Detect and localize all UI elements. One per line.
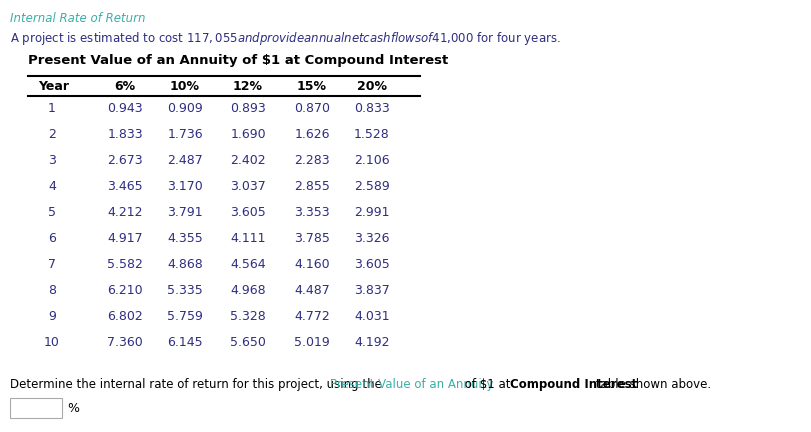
- Text: 5.335: 5.335: [167, 283, 203, 296]
- Text: 3.037: 3.037: [230, 180, 265, 193]
- Text: 4.031: 4.031: [354, 309, 389, 323]
- Text: 10%: 10%: [169, 79, 200, 92]
- Text: 6: 6: [48, 232, 56, 245]
- Text: Determine the internal rate of return for this project, using the: Determine the internal rate of return fo…: [10, 378, 385, 391]
- Text: 3: 3: [48, 153, 56, 166]
- Text: 6.802: 6.802: [107, 309, 143, 323]
- Text: 4.868: 4.868: [167, 257, 203, 270]
- Text: 5.650: 5.650: [230, 336, 266, 349]
- Text: 2.855: 2.855: [294, 180, 329, 193]
- Text: 20%: 20%: [357, 79, 387, 92]
- Text: Internal Rate of Return: Internal Rate of Return: [10, 12, 145, 25]
- Text: Year: Year: [38, 79, 69, 92]
- Text: 6.145: 6.145: [167, 336, 203, 349]
- Text: 0.943: 0.943: [107, 102, 143, 114]
- Text: 3.837: 3.837: [354, 283, 389, 296]
- Text: 4.772: 4.772: [294, 309, 329, 323]
- Text: 2.673: 2.673: [107, 153, 143, 166]
- Text: 10: 10: [44, 336, 60, 349]
- Text: 3.605: 3.605: [354, 257, 389, 270]
- Text: 5.759: 5.759: [167, 309, 203, 323]
- Text: 6.210: 6.210: [107, 283, 143, 296]
- Text: 0.909: 0.909: [167, 102, 203, 114]
- Text: 2: 2: [48, 127, 56, 140]
- Text: 5: 5: [48, 206, 56, 219]
- Text: 2.402: 2.402: [230, 153, 265, 166]
- Text: %: %: [67, 401, 79, 414]
- Text: 2.106: 2.106: [354, 153, 389, 166]
- Text: 4.192: 4.192: [354, 336, 389, 349]
- Text: 4.968: 4.968: [230, 283, 265, 296]
- Text: 2.487: 2.487: [167, 153, 203, 166]
- Text: 15%: 15%: [297, 79, 327, 92]
- Text: 7: 7: [48, 257, 56, 270]
- Text: 3.785: 3.785: [294, 232, 329, 245]
- Text: 4.111: 4.111: [230, 232, 265, 245]
- Text: 4.564: 4.564: [230, 257, 265, 270]
- Text: 1.626: 1.626: [294, 127, 329, 140]
- Text: table shown above.: table shown above.: [591, 378, 710, 391]
- Text: 1.833: 1.833: [107, 127, 143, 140]
- Text: 5.328: 5.328: [230, 309, 265, 323]
- Text: 4: 4: [48, 180, 56, 193]
- Text: 1.528: 1.528: [354, 127, 389, 140]
- Text: 1.690: 1.690: [230, 127, 265, 140]
- Text: Present Value of an Annuity of $1 at Compound Interest: Present Value of an Annuity of $1 at Com…: [28, 54, 448, 67]
- Text: 6%: 6%: [114, 79, 135, 92]
- Text: 3.170: 3.170: [167, 180, 203, 193]
- Text: 2.283: 2.283: [294, 153, 329, 166]
- Text: 3.465: 3.465: [107, 180, 143, 193]
- Text: 4.212: 4.212: [107, 206, 143, 219]
- Text: 1: 1: [48, 102, 56, 114]
- Text: Present Value of an Annuity: Present Value of an Annuity: [330, 378, 493, 391]
- Text: 0.833: 0.833: [354, 102, 389, 114]
- Text: 5.019: 5.019: [294, 336, 329, 349]
- Text: 0.893: 0.893: [230, 102, 265, 114]
- Text: 3.605: 3.605: [230, 206, 265, 219]
- Text: 12%: 12%: [233, 79, 263, 92]
- Text: 8: 8: [48, 283, 56, 296]
- Text: of $1 at: of $1 at: [461, 378, 513, 391]
- Text: 9: 9: [48, 309, 56, 323]
- Text: 2.991: 2.991: [354, 206, 389, 219]
- Text: 4.355: 4.355: [167, 232, 203, 245]
- Text: Compound Interest: Compound Interest: [509, 378, 636, 391]
- Text: 4.487: 4.487: [294, 283, 329, 296]
- Text: 1.736: 1.736: [167, 127, 203, 140]
- Text: 3.353: 3.353: [294, 206, 329, 219]
- Text: 4.917: 4.917: [107, 232, 143, 245]
- Text: 2.589: 2.589: [354, 180, 389, 193]
- Text: 0.870: 0.870: [294, 102, 329, 114]
- Text: 3.326: 3.326: [354, 232, 389, 245]
- Text: 3.791: 3.791: [167, 206, 203, 219]
- Text: A project is estimated to cost $117,055 and provide annual net cash flows of $41: A project is estimated to cost $117,055 …: [10, 30, 560, 47]
- Text: 7.360: 7.360: [107, 336, 143, 349]
- Text: 4.160: 4.160: [294, 257, 329, 270]
- FancyBboxPatch shape: [10, 398, 62, 418]
- Text: 5.582: 5.582: [107, 257, 143, 270]
